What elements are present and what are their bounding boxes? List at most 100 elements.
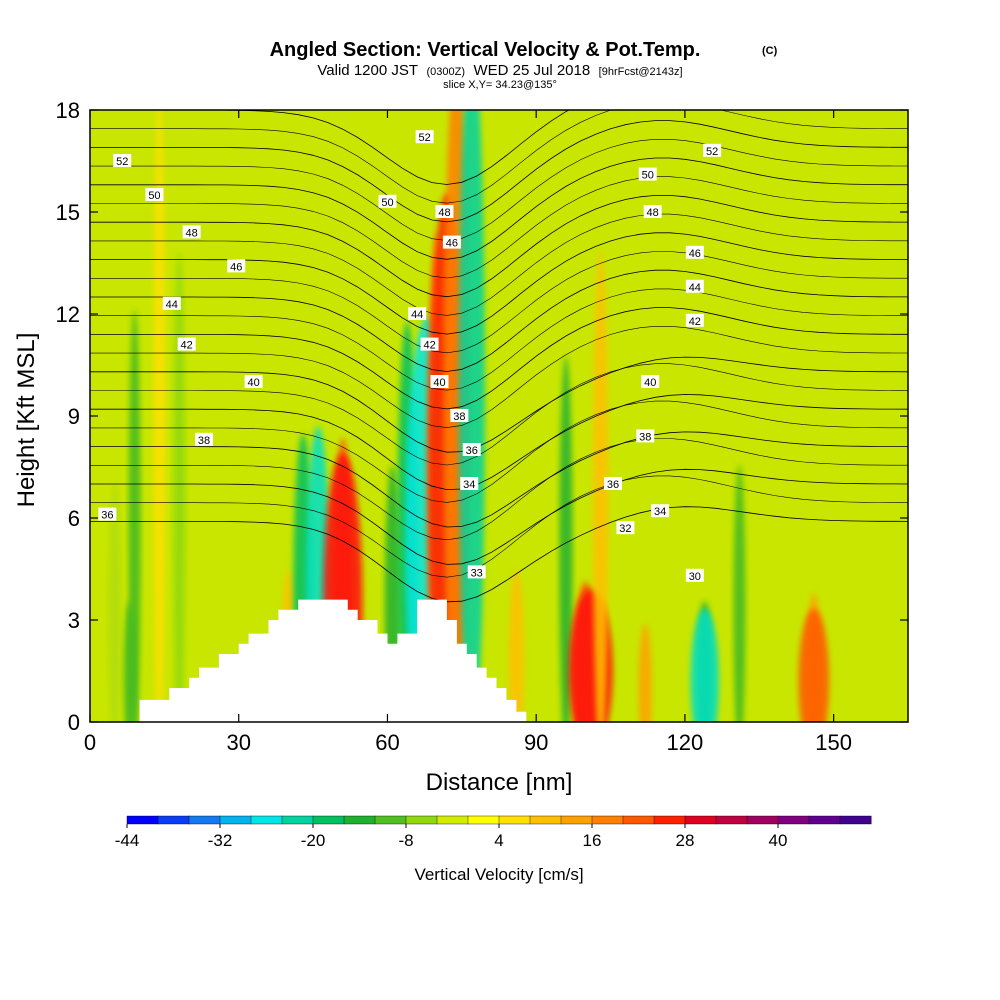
contour-label-11: 50: [378, 194, 397, 209]
subtitle-date: WED 25 Jul 2018: [473, 62, 590, 79]
svg-text:42: 42: [689, 316, 701, 328]
isentrope-30: [90, 506, 908, 603]
svg-text:36: 36: [101, 510, 113, 522]
contour-label-32: 30: [685, 568, 704, 583]
isentrope-minor: [90, 475, 908, 578]
velocity-cell-25: [690, 608, 720, 722]
contour-label-14: 44: [408, 307, 427, 321]
contour-label-5: 44: [162, 296, 181, 311]
colorbar-tick-label: -8: [398, 831, 413, 850]
plot-background: [90, 110, 908, 722]
colorbar-tick-label: -44: [115, 831, 140, 850]
svg-text:52: 52: [419, 132, 431, 144]
isentrope-32: [90, 468, 908, 565]
colorbar-swatch: [467, 815, 500, 825]
x-tick-label: 0: [84, 730, 96, 755]
y-tick-label: 0: [68, 710, 80, 735]
svg-text:32: 32: [619, 523, 631, 535]
isentrope-minor: [90, 251, 908, 354]
velocity-cell-23: [638, 624, 652, 722]
velocity-cell-4: [153, 110, 166, 722]
isentrope-44: [90, 232, 908, 335]
colorbar-swatch: [312, 815, 345, 825]
isentrope-minor: [90, 288, 908, 391]
svg-text:52: 52: [706, 146, 718, 158]
x-tick-label: 30: [226, 730, 250, 755]
contour-label-8: 38: [195, 432, 214, 447]
contour-label-10: 52: [415, 130, 434, 144]
contour-label-17: 38: [450, 409, 469, 423]
isentrope-minor: [90, 176, 908, 279]
x-tick-label: 90: [524, 730, 548, 755]
colorbar-swatch: [684, 815, 717, 825]
isentrope-minor: [90, 400, 908, 503]
contour-label-23: 48: [643, 205, 662, 219]
svg-text:52: 52: [116, 156, 128, 168]
contour-label-28: 38: [636, 429, 655, 443]
colorbar-swatch: [591, 815, 624, 825]
colorbar-swatch: [219, 815, 252, 825]
svg-text:38: 38: [453, 411, 465, 423]
y-tick-label: 9: [68, 404, 80, 429]
svg-text:44: 44: [411, 309, 423, 321]
colorbar-swatch: [343, 815, 376, 825]
y-tick-label: 3: [68, 608, 80, 633]
colorbar-swatch: [126, 815, 159, 825]
svg-text:34: 34: [463, 479, 475, 491]
isentrope-minor: [90, 326, 908, 428]
svg-text:44: 44: [166, 299, 178, 311]
colorbar-swatch: [281, 815, 314, 825]
svg-text:36: 36: [466, 445, 478, 457]
svg-text:30: 30: [689, 571, 701, 583]
colorbar-swatch: [250, 815, 283, 825]
svg-text:44: 44: [689, 282, 701, 294]
svg-text:46: 46: [230, 261, 242, 273]
svg-text:48: 48: [647, 207, 659, 219]
colorbar-label: Vertical Velocity [cm/s]: [414, 865, 583, 884]
svg-text:40: 40: [247, 377, 259, 389]
colorbar-swatch: [839, 815, 872, 825]
colorbar-tick-label: -20: [301, 831, 326, 850]
isentrope-50: [90, 120, 908, 223]
colorbar-tick-label: 40: [769, 831, 788, 850]
slice-info: slice X,Y= 34.23@135°: [443, 79, 557, 91]
contour-label-16: 40: [430, 375, 449, 389]
subtitle-valid: Valid 1200 JST: [317, 62, 418, 79]
colorbar-swatch: [188, 815, 221, 825]
colorbar-swatch: [746, 815, 779, 825]
colorbar-swatch: [777, 815, 810, 825]
svg-text:33: 33: [471, 567, 483, 579]
svg-text:42: 42: [181, 340, 193, 352]
svg-text:50: 50: [642, 170, 654, 182]
plot-area: 52 50 48 46 44 42 40 38 36 52 50 48 46 44 42 40 38 36 34 33…: [90, 110, 908, 722]
contour-label-27: 40: [641, 375, 660, 389]
isentrope-46: [90, 195, 908, 298]
contour-label-29: 36: [604, 477, 623, 491]
isentrope-minor: [90, 438, 908, 541]
colorbar-swatch: [560, 815, 593, 825]
contour-label-18: 36: [462, 443, 481, 457]
isentrope-minor: [90, 213, 908, 316]
isentrope-40: [90, 307, 908, 410]
colorbar: -44 -32 -20 -8 4 16 28 40: [115, 815, 872, 850]
svg-text:42: 42: [423, 340, 435, 352]
colorbar-swatch: [436, 815, 469, 825]
y-tick-label: 15: [56, 200, 80, 225]
svg-text:40: 40: [644, 377, 656, 389]
velocity-cell-18: [508, 569, 525, 722]
contour-label-15: 42: [420, 337, 439, 352]
velocity-cell-1: [108, 484, 121, 722]
colorbar-swatch: [157, 815, 190, 825]
contour-label-3: 48: [182, 225, 201, 239]
colorbar-swatch: [529, 815, 562, 825]
velocity-cell-3: [128, 309, 141, 722]
velocity-cell-28: [798, 608, 830, 722]
subtitle-forecast: [9hrFcst@2143z]: [599, 66, 683, 78]
colorbar-tick-label: 16: [583, 831, 602, 850]
potential-temperature-labels: 52 50 48 46 44 42 40 38 36 52 50 48 46 44 42 40 38 36 34 33…: [98, 130, 722, 583]
y-tick-label: 18: [56, 98, 80, 123]
colorbar-tick-label: 28: [676, 831, 695, 850]
y-tick-label: 6: [68, 506, 80, 531]
contour-label-30: 34: [651, 504, 670, 518]
